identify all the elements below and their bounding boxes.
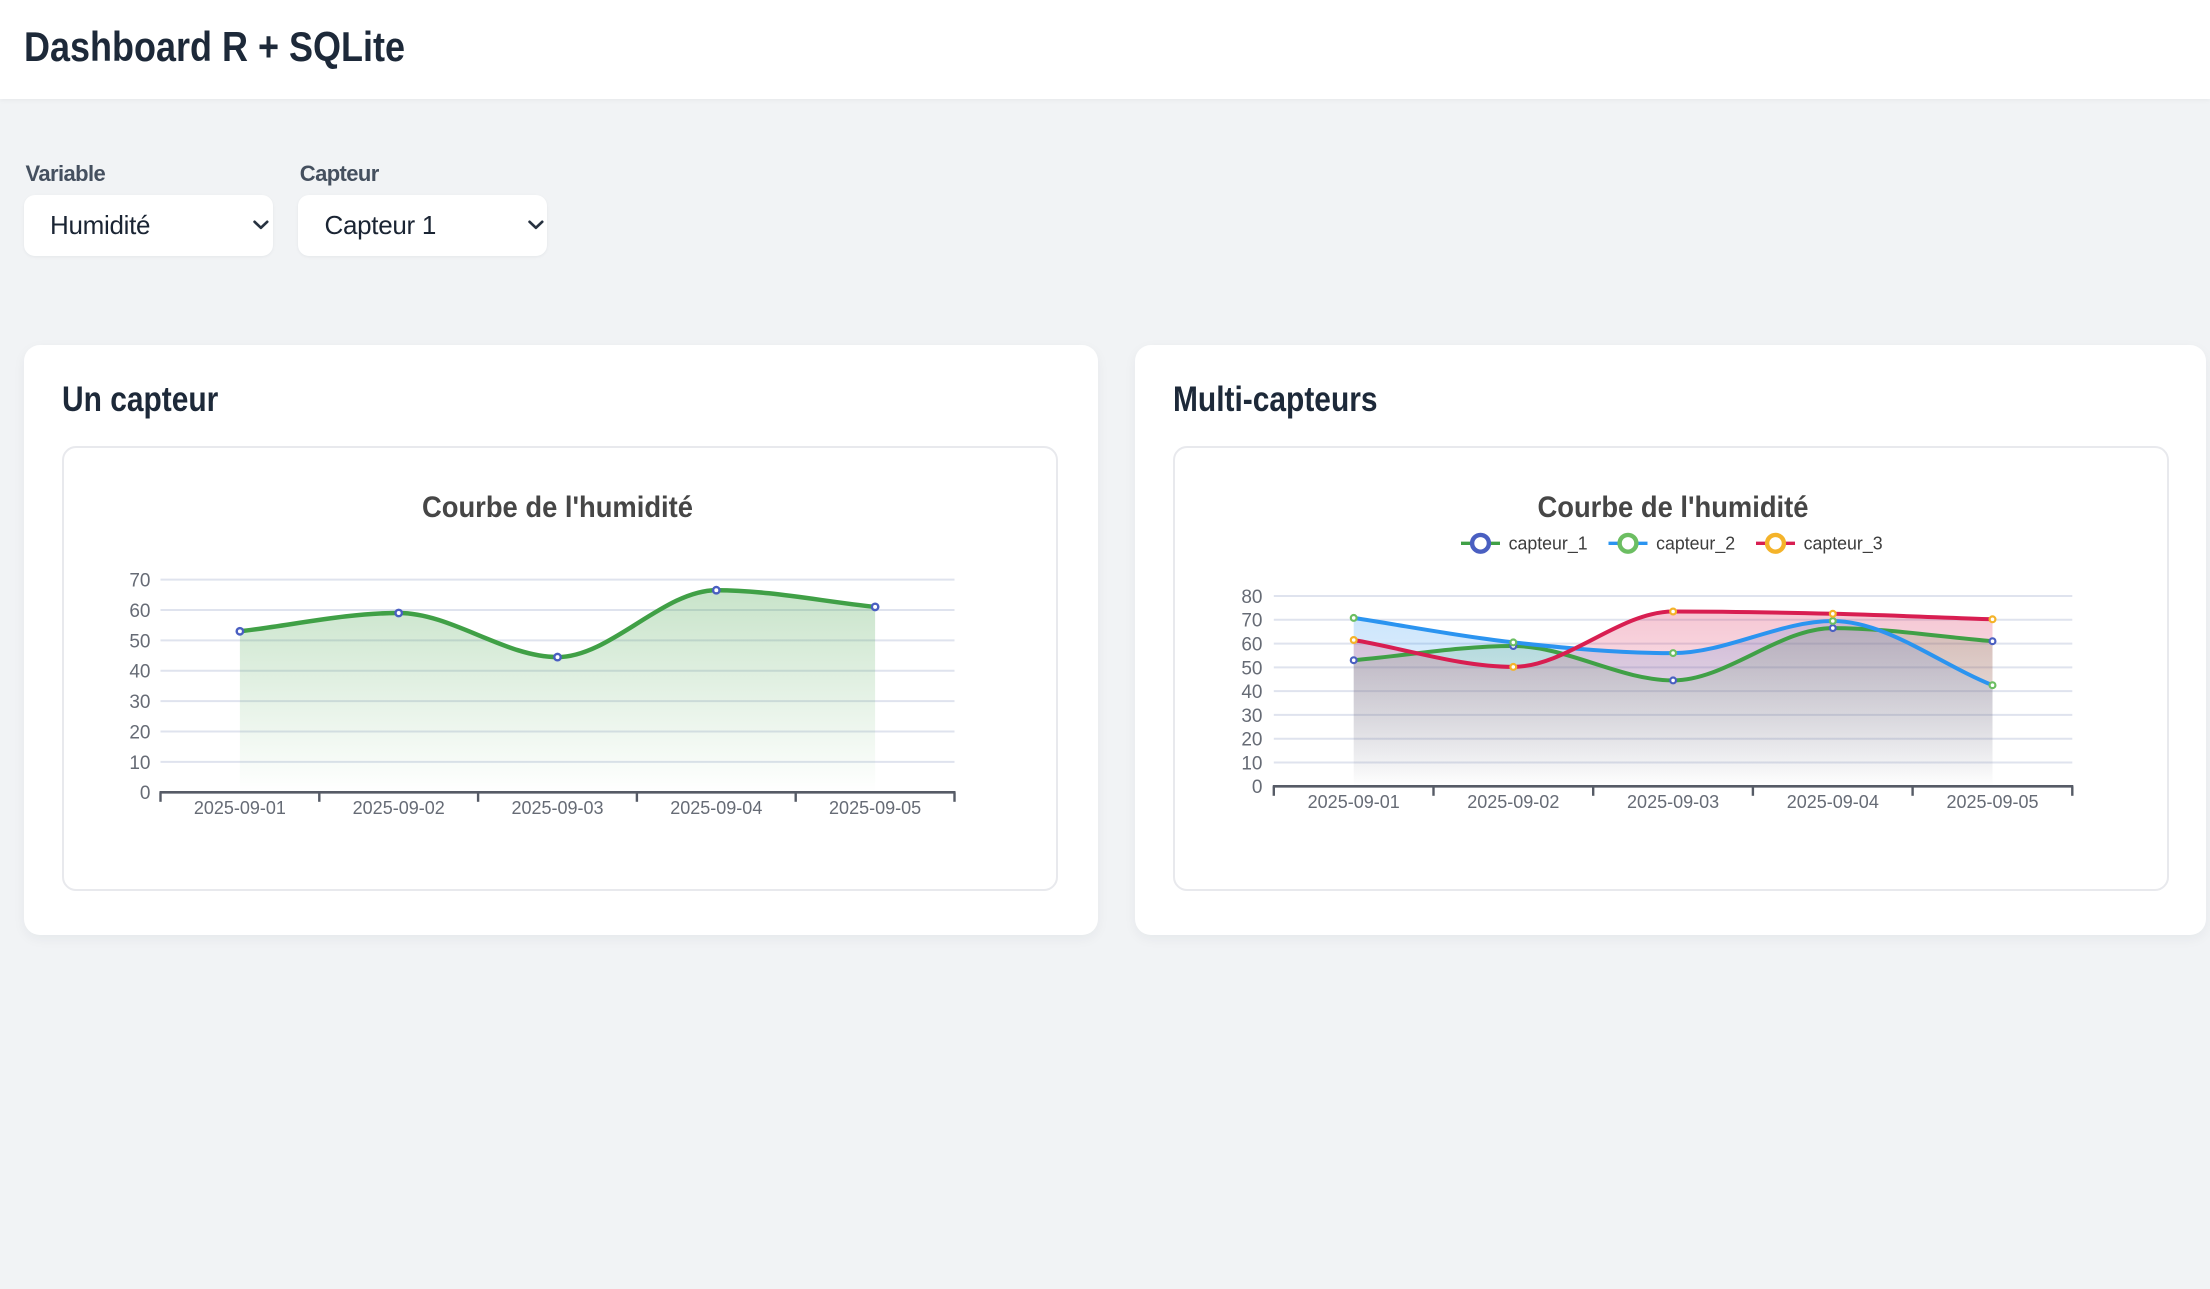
- svg-text:10: 10: [1241, 753, 1262, 774]
- svg-text:2025-09-01: 2025-09-01: [194, 798, 286, 818]
- svg-text:70: 70: [1241, 611, 1262, 632]
- svg-text:20: 20: [129, 723, 150, 744]
- svg-text:Courbe de l'humidité: Courbe de l'humidité: [1538, 491, 1809, 524]
- svg-text:capteur_3: capteur_3: [1804, 532, 1883, 554]
- svg-text:80: 80: [1241, 587, 1262, 608]
- svg-text:10: 10: [129, 753, 150, 774]
- svg-text:50: 50: [1241, 658, 1262, 679]
- svg-text:Courbe de l'humidité: Courbe de l'humidité: [422, 491, 693, 524]
- svg-text:30: 30: [129, 692, 150, 713]
- svg-text:40: 40: [129, 662, 150, 683]
- svg-text:capteur_1: capteur_1: [1509, 532, 1588, 554]
- svg-text:capteur_2: capteur_2: [1656, 532, 1735, 554]
- svg-text:0: 0: [140, 783, 151, 804]
- svg-text:2025-09-05: 2025-09-05: [829, 798, 921, 818]
- svg-text:2025-09-01: 2025-09-01: [1308, 792, 1400, 812]
- svg-text:2025-09-05: 2025-09-05: [1946, 792, 2038, 812]
- svg-text:30: 30: [1241, 706, 1262, 727]
- svg-text:60: 60: [1241, 635, 1262, 656]
- svg-text:2025-09-04: 2025-09-04: [670, 798, 762, 818]
- svg-text:70: 70: [129, 571, 150, 592]
- svg-text:2025-09-03: 2025-09-03: [1627, 792, 1719, 812]
- svg-text:2025-09-02: 2025-09-02: [353, 798, 445, 818]
- svg-text:2025-09-03: 2025-09-03: [511, 798, 603, 818]
- svg-text:40: 40: [1241, 682, 1262, 703]
- svg-text:0: 0: [1252, 777, 1263, 798]
- svg-text:20: 20: [1241, 730, 1262, 751]
- svg-text:2025-09-02: 2025-09-02: [1467, 792, 1559, 812]
- svg-text:60: 60: [129, 601, 150, 622]
- svg-text:2025-09-04: 2025-09-04: [1787, 792, 1879, 812]
- svg-text:50: 50: [129, 631, 150, 652]
